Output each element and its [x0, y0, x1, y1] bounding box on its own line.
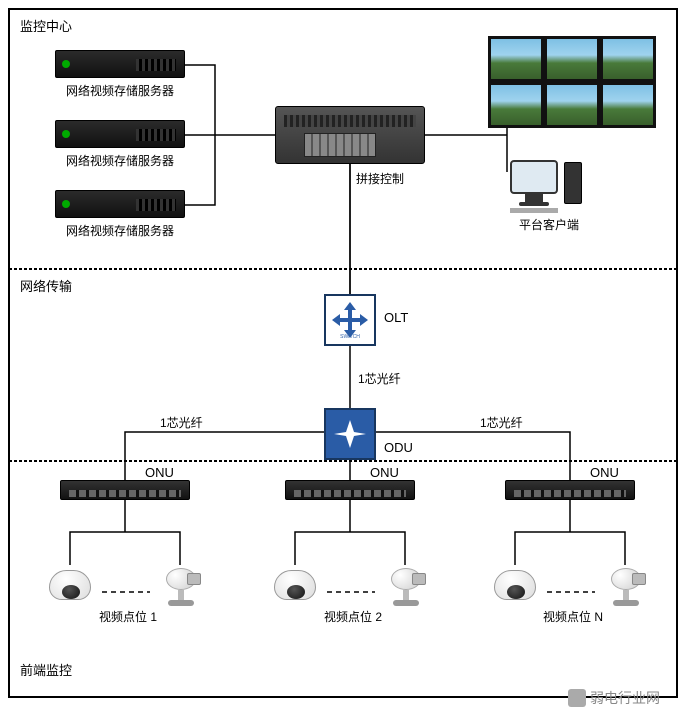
fiber-left-label: 1芯光纤: [160, 414, 203, 431]
fiber-right-label: 1芯光纤: [480, 414, 523, 431]
nvr-server-3-label: 网络视频存储服务器: [55, 222, 185, 239]
onu-3-label: ONU: [590, 465, 619, 480]
dome-camera-2-icon: [270, 570, 320, 600]
nvr-server-1-icon: [55, 50, 185, 78]
fiber-main-label: 1芯光纤: [358, 370, 401, 387]
nvr-server-3-icon: [55, 190, 185, 218]
network-topology-diagram: 监控中心 网络传输 前端监控 网络视频存储服务器 网络视频存储服务器 网络视频存…: [8, 8, 678, 698]
onu-1-label: ONU: [145, 465, 174, 480]
video-wall-icon: [488, 36, 656, 128]
dome-camera-1-icon: [45, 570, 95, 600]
dome-camera-3-icon: [490, 570, 540, 600]
odu-switch-icon: [324, 408, 376, 460]
olt-label: OLT: [384, 310, 408, 325]
onu-3-icon: [505, 480, 635, 500]
olt-switch-icon: SWITCH: [324, 294, 376, 346]
video-point-1-label: 视频点位 1: [88, 608, 168, 625]
onu-2-icon: [285, 480, 415, 500]
section-label-monitoring-center: 监控中心: [20, 16, 72, 35]
watermark: 弱电行业网: [568, 688, 660, 708]
onu-2-label: ONU: [370, 465, 399, 480]
ptz-camera-3-icon: [605, 568, 647, 606]
onu-1-icon: [60, 480, 190, 500]
section-label-frontend-monitoring: 前端监控: [20, 660, 72, 679]
section-label-network-transport: 网络传输: [20, 276, 72, 295]
client-pc-label: 平台客户端: [504, 216, 594, 233]
section-divider-1: [9, 268, 677, 270]
ptz-camera-1-icon: [160, 568, 202, 606]
splicer-controller-label: 拼接控制: [340, 170, 420, 187]
video-point-2-label: 视频点位 2: [313, 608, 393, 625]
wechat-icon: [568, 689, 586, 707]
watermark-text: 弱电行业网: [590, 688, 660, 708]
nvr-server-2-label: 网络视频存储服务器: [55, 152, 185, 169]
odu-label: ODU: [384, 440, 413, 455]
nvr-server-1-label: 网络视频存储服务器: [55, 82, 185, 99]
svg-text:SWITCH: SWITCH: [340, 334, 360, 340]
video-point-3-label: 视频点位 N: [533, 608, 613, 625]
section-divider-2: [9, 460, 677, 462]
splicer-controller-icon: [275, 106, 425, 164]
nvr-server-2-icon: [55, 120, 185, 148]
client-pc-icon: [510, 160, 558, 213]
ptz-camera-2-icon: [385, 568, 427, 606]
